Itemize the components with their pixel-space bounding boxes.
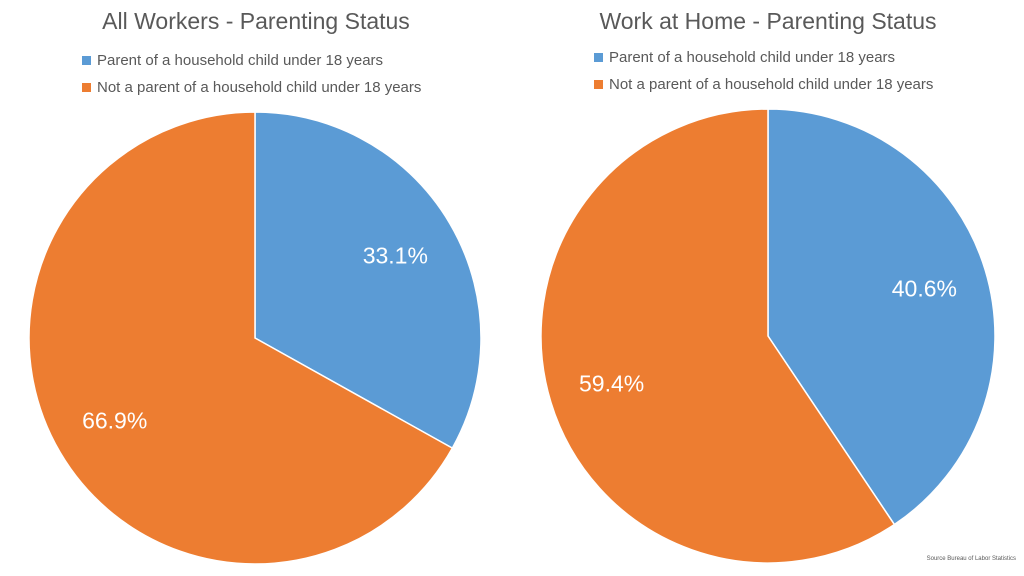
chart-work-at-home: Work at Home - Parenting Status Parent o… <box>512 0 1024 576</box>
legend: Parent of a household child under 18 yea… <box>82 47 421 101</box>
legend-swatch-orange-icon <box>594 80 603 89</box>
data-label: 59.4% <box>579 371 644 397</box>
legend-item-not-parent: Not a parent of a household child under … <box>594 71 933 98</box>
legend-item-not-parent: Not a parent of a household child under … <box>82 74 421 101</box>
legend-label: Parent of a household child under 18 yea… <box>97 52 384 69</box>
legend-swatch-blue-icon <box>82 56 91 65</box>
legend: Parent of a household child under 18 yea… <box>594 44 933 98</box>
legend-item-parent: Parent of a household child under 18 yea… <box>82 47 421 74</box>
legend-label: Not a parent of a household child under … <box>609 76 934 93</box>
legend-label: Parent of a household child under 18 yea… <box>609 49 896 66</box>
data-label: 40.6% <box>892 275 957 301</box>
pie-slice <box>767 108 996 526</box>
data-label: 33.1% <box>363 243 428 269</box>
chart-title: All Workers - Parenting Status <box>102 8 410 34</box>
pie-chart: 40.6% 59.4% <box>540 108 996 564</box>
source-note: Source Bureau of Labor Statistics <box>926 556 1016 562</box>
legend-label: Not a parent of a household child under … <box>97 79 422 96</box>
pie-slice <box>254 111 482 450</box>
chart-title: Work at Home - Parenting Status <box>599 8 937 34</box>
legend-swatch-blue-icon <box>594 53 603 62</box>
pie-slice <box>540 108 896 564</box>
pie-chart: 33.1% 66.9% <box>28 111 482 565</box>
legend-item-parent: Parent of a household child under 18 yea… <box>594 44 933 71</box>
data-label: 66.9% <box>82 407 147 433</box>
pie-slice <box>28 111 454 565</box>
chart-all-workers: All Workers - Parenting Status Parent of… <box>28 8 482 565</box>
legend-swatch-orange-icon <box>82 83 91 92</box>
